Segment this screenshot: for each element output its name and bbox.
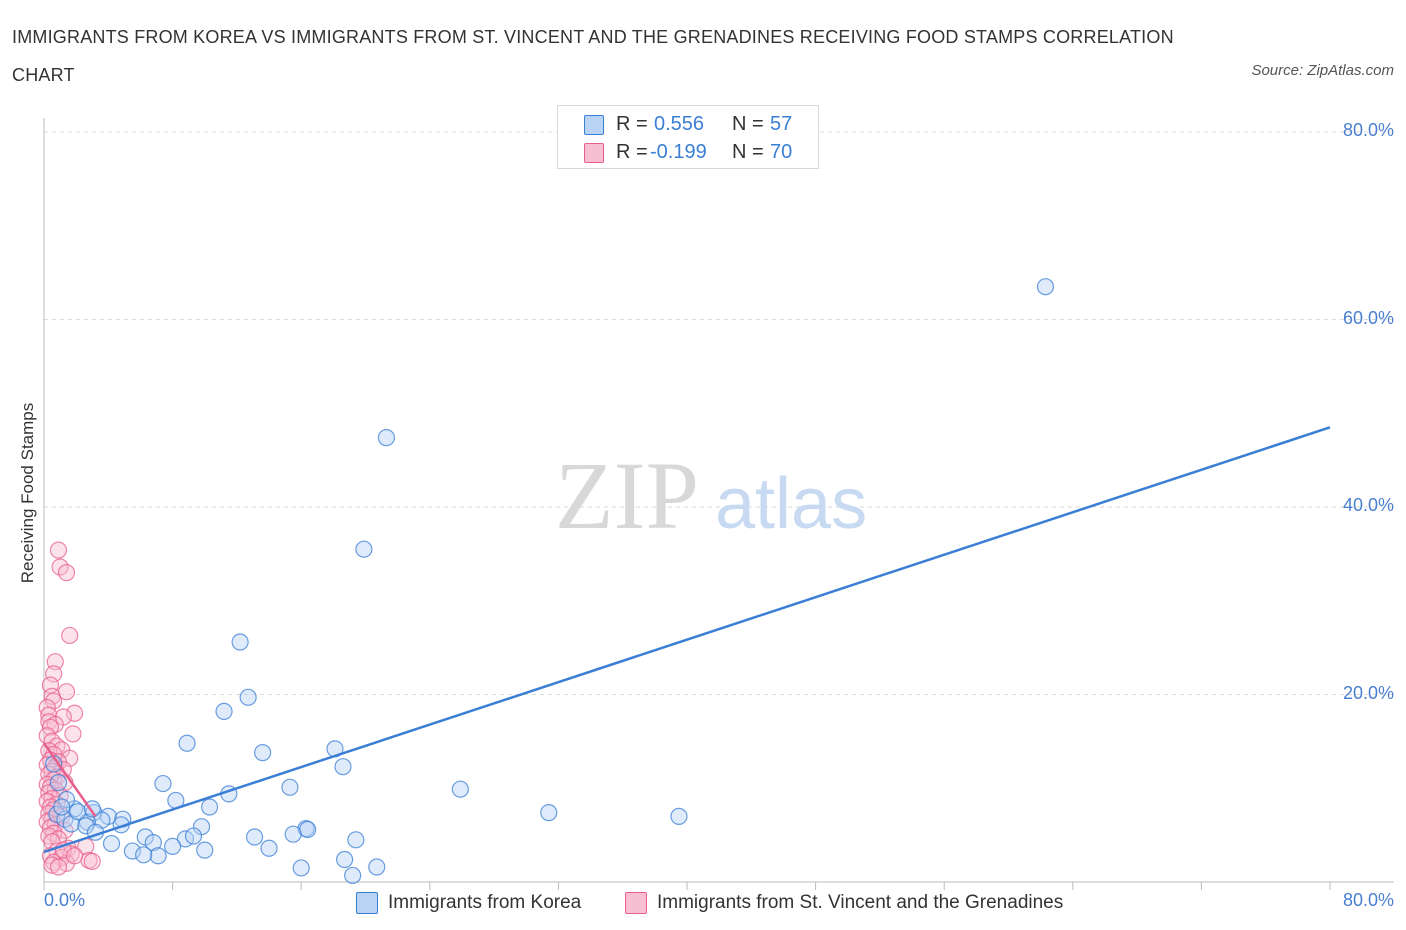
data-point-korea [144,834,162,852]
legend-r-value: -0.199 [650,141,707,163]
data-point-korea [299,820,317,839]
data-point-st-vincent [43,856,61,874]
data-point-korea [1036,278,1055,296]
source-label: Source: ZipAtlas.com [1251,62,1394,79]
data-point-st-vincent [45,853,63,871]
y-tick-label: 80.0% [1342,120,1394,140]
legend-n-label: N = [732,141,764,163]
data-point-st-vincent [61,626,79,645]
data-point-korea [231,633,249,651]
data-point-korea [200,798,219,816]
legend-row-korea: R = 0.556 N = 57 [558,109,818,139]
legend-r-label: R = [616,141,648,163]
watermark-atlas: atlas [715,464,867,544]
data-point-korea [178,734,196,752]
data-point-korea [196,841,214,859]
data-point-st-vincent [64,725,82,743]
data-point-korea [215,702,233,720]
data-point-korea [540,804,558,822]
trend-line-st-vincent [42,742,97,818]
y-tick-label: 40.0% [1342,495,1394,515]
legend-n-value: 70 [770,141,793,163]
data-point-korea [284,825,302,843]
trend-lines [42,426,1331,854]
bottom-legend-label-st-vincent: Immigrants from St. Vincent and the Gren… [657,892,1064,913]
bottom-legend-swatch-korea [356,892,378,914]
data-point-korea [123,842,142,860]
data-point-korea [254,744,272,762]
watermark-zip: ZIP [555,442,699,549]
bottom-legend-korea: Immigrants from Korea [356,889,616,917]
data-point-korea [77,817,95,835]
data-point-korea [102,834,121,853]
data-point-korea [184,827,203,845]
chart-title: IMMIGRANTS FROM KOREA VS IMMIGRANTS FROM… [12,27,1174,85]
data-point-korea [347,831,365,849]
data-point-korea [334,758,352,776]
data-point-st-vincent [40,827,58,845]
legend-swatch-st-vincent [584,143,604,163]
bottom-legend-swatch-st-vincent [625,892,647,914]
data-point-korea [336,850,354,869]
bottom-legend-st-vincent: Immigrants from St. Vincent and the Gren… [625,889,1105,917]
data-point-korea [377,429,395,447]
gridlines [44,131,1394,695]
trend-line-korea [43,426,1331,854]
data-point-korea [69,803,87,821]
legend-r-label: R = [616,113,648,135]
data-point-korea [49,774,68,792]
data-point-korea [281,778,299,796]
data-point-korea [53,798,71,816]
series-korea-points [45,278,1055,885]
data-point-korea [154,774,172,793]
data-point-korea [135,846,153,864]
data-point-korea [245,828,264,846]
data-point-st-vincent [49,858,68,876]
legend-n-value: 57 [770,113,793,135]
legend-n-label: N = [732,113,764,135]
legend-swatch-korea [584,115,604,135]
x-tick-label-max: 80.0% [1342,890,1394,910]
data-point-korea [344,866,362,885]
bottom-legend-label-korea: Immigrants from Korea [388,892,582,913]
data-point-korea [239,688,257,706]
y-tick-label: 20.0% [1342,682,1394,703]
data-point-st-vincent [83,852,101,870]
data-point-korea [292,859,310,877]
data-point-korea [164,837,182,855]
data-point-korea [368,858,386,876]
data-point-st-vincent [65,847,84,865]
y-tick-label: 60.0% [1342,307,1394,328]
data-point-st-vincent [65,704,84,722]
legend-r-value: 0.556 [654,113,705,135]
data-point-korea [451,780,469,798]
data-point-st-vincent [45,665,63,683]
data-point-korea [355,540,373,558]
data-point-korea [260,839,278,857]
data-point-korea [670,807,688,825]
correlation-legend: R = 0.556 N = 57 R = -0.199 N = 70 [557,105,819,169]
x-tick-label-min: 0.0% [44,890,86,910]
legend-row-st-vincent: R = -0.199 N = 70 [558,137,818,167]
data-point-korea [149,847,167,865]
data-point-st-vincent [49,541,68,559]
data-point-st-vincent [57,564,76,582]
